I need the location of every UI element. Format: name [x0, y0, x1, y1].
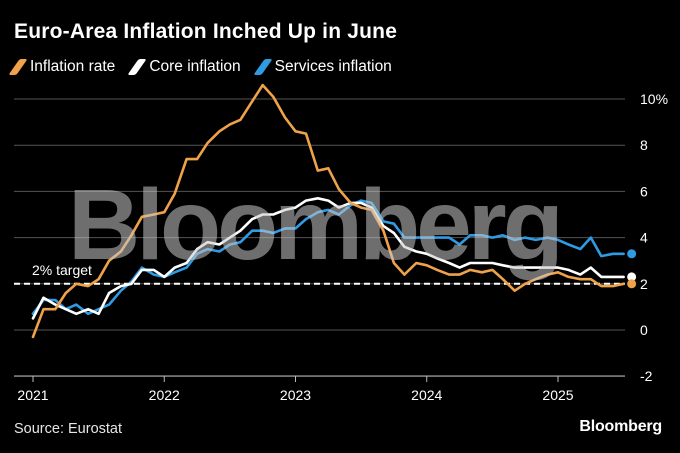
- y-tick-label: -2: [640, 368, 653, 384]
- y-tick-label: 0: [640, 322, 648, 338]
- x-tick-label: 2025: [542, 387, 573, 403]
- x-tick-label: 2024: [411, 387, 442, 403]
- brand-logo: Bloomberg: [579, 418, 662, 435]
- reference-line-label: 2% target: [32, 262, 92, 278]
- y-tick-label: 6: [640, 183, 648, 199]
- series-endpoint-inflation-rate: [627, 279, 637, 289]
- legend-item-services-inflation: Services inflation: [253, 58, 392, 76]
- series-line-core-inflation: [31, 197, 625, 320]
- series-endpoint-core-inflation: [627, 272, 637, 282]
- legend-item-core-inflation: Core inflation: [127, 58, 241, 76]
- legend-item-inflation-rate: Inflation rate: [8, 58, 116, 76]
- series-endpoint-services-inflation: [627, 249, 637, 259]
- series-line-inflation-rate: [31, 83, 625, 339]
- y-tick-label: 10%: [640, 91, 668, 107]
- x-tick-label: 2021: [17, 387, 48, 403]
- y-tick-label: 8: [640, 137, 648, 153]
- chart-title: Euro-Area Inflation Inched Up in June: [14, 20, 398, 43]
- series-line-services-inflation: [31, 199, 625, 316]
- chart-legend: Inflation rate Core inflation Services i…: [8, 58, 410, 76]
- legend-label-inflation-rate: Inflation rate: [30, 58, 116, 75]
- legend-label-core-inflation: Core inflation: [149, 58, 241, 75]
- y-tick-label: 2: [640, 276, 648, 292]
- source-note: Source: Eurostat: [14, 421, 122, 437]
- y-tick-label: 4: [640, 230, 648, 246]
- x-tick-label: 2023: [280, 387, 311, 403]
- x-tick-label: 2022: [149, 387, 180, 403]
- legend-label-services-inflation: Services inflation: [274, 58, 392, 75]
